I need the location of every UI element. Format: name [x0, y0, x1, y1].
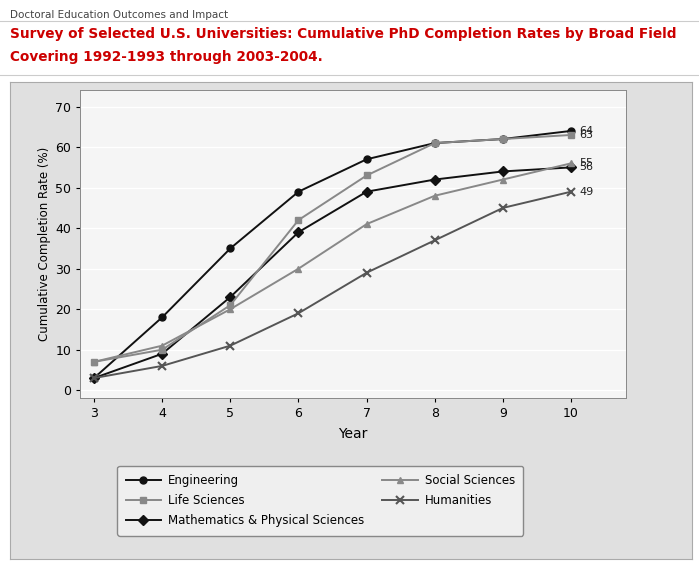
Life Sciences	[431, 140, 439, 146]
Text: Survey of Selected U.S. Universities: Cumulative PhD Completion Rates by Broad F: Survey of Selected U.S. Universities: Cu…	[10, 27, 677, 41]
Line: Social Sciences: Social Sciences	[91, 160, 575, 366]
Life Sciences	[226, 302, 235, 308]
Social Sciences	[362, 221, 370, 228]
Humanities	[158, 363, 166, 370]
Line: Engineering: Engineering	[91, 128, 575, 381]
Engineering	[499, 136, 507, 142]
Text: Doctoral Education Outcomes and Impact: Doctoral Education Outcomes and Impact	[10, 10, 229, 20]
Line: Mathematics & Physical Sciences: Mathematics & Physical Sciences	[91, 164, 575, 381]
Social Sciences	[499, 176, 507, 183]
Line: Life Sciences: Life Sciences	[91, 132, 575, 366]
Mathematics & Physical Sciences	[362, 188, 370, 195]
Social Sciences	[567, 160, 575, 167]
Humanities	[431, 237, 439, 244]
Mathematics & Physical Sciences	[90, 375, 99, 381]
Engineering	[362, 156, 370, 163]
Humanities	[567, 188, 575, 195]
Humanities	[90, 375, 99, 381]
Y-axis label: Cumulative Completion Rate (%): Cumulative Completion Rate (%)	[38, 147, 51, 341]
Life Sciences	[158, 346, 166, 353]
Engineering	[567, 128, 575, 134]
Life Sciences	[362, 172, 370, 179]
Social Sciences	[431, 192, 439, 199]
Social Sciences	[294, 266, 303, 272]
Social Sciences	[158, 342, 166, 349]
Mathematics & Physical Sciences	[158, 350, 166, 357]
Mathematics & Physical Sciences	[567, 164, 575, 171]
Social Sciences	[226, 306, 235, 312]
Life Sciences	[499, 136, 507, 142]
Humanities	[499, 205, 507, 211]
Mathematics & Physical Sciences	[431, 176, 439, 183]
Text: 55: 55	[579, 158, 593, 168]
Life Sciences	[567, 132, 575, 138]
Engineering	[158, 314, 166, 321]
Humanities	[362, 270, 370, 276]
Life Sciences	[90, 358, 99, 365]
Engineering	[294, 188, 303, 195]
Engineering	[431, 140, 439, 146]
Legend: Engineering, Life Sciences, Mathematics & Physical Sciences, Social Sciences, Hu: Engineering, Life Sciences, Mathematics …	[117, 466, 523, 536]
Mathematics & Physical Sciences	[499, 168, 507, 175]
Humanities	[226, 342, 235, 349]
Text: 63: 63	[579, 130, 593, 140]
Engineering	[226, 245, 235, 252]
Life Sciences	[294, 216, 303, 223]
Mathematics & Physical Sciences	[226, 294, 235, 301]
Text: 49: 49	[579, 186, 593, 197]
X-axis label: Year: Year	[338, 427, 368, 441]
Line: Humanities: Humanities	[90, 188, 575, 383]
Text: 56: 56	[579, 162, 593, 172]
Social Sciences	[90, 358, 99, 365]
Text: 64: 64	[579, 126, 593, 136]
Engineering	[90, 375, 99, 381]
Mathematics & Physical Sciences	[294, 229, 303, 236]
Text: Covering 1992-1993 through 2003-2004.: Covering 1992-1993 through 2003-2004.	[10, 50, 323, 64]
Humanities	[294, 310, 303, 316]
